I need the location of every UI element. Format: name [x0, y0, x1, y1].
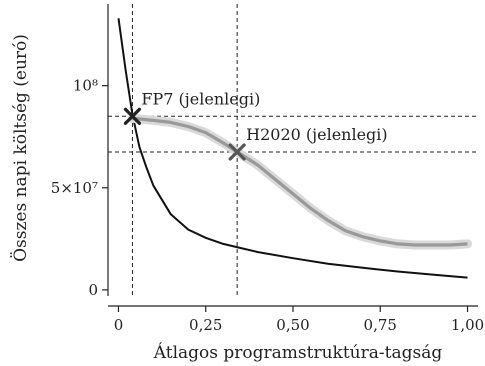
x-marker [123, 107, 142, 125]
series-line-black [117, 18, 468, 279]
x-tick-label: 0,75 [364, 316, 397, 334]
x-marker [228, 143, 246, 161]
y-tick-label: 5×10⁷ [51, 179, 98, 197]
y-tick-label: 0 [88, 281, 98, 299]
series-line-gray [132, 116, 468, 247]
y-tick-label: 10⁸ [73, 77, 98, 95]
y-axis-ticks: 0 5×10⁷ 10⁸ [51, 77, 108, 299]
y-axis-title: Összes napi költség (euró) [10, 34, 31, 262]
x-tick-label: 1,00 [451, 316, 484, 334]
x-axis-title: Átlagos programstruktúra-tagság [153, 342, 443, 363]
plot-frame [107, 4, 478, 307]
x-tick-label: 0 [114, 316, 124, 334]
annotation-label: FP7 (jelenlegi) [141, 89, 260, 108]
x-tick-label: 0,25 [189, 316, 222, 334]
x-tick-label: 0,50 [276, 316, 309, 334]
markers: FP7 (jelenlegi) H2020 (jelenlegi) [123, 89, 388, 161]
reference-lines [108, 4, 478, 296]
annotation-label: H2020 (jelenlegi) [246, 125, 388, 144]
x-axis-ticks: 0 0,25 0,50 0,75 1,00 [114, 306, 484, 334]
series-layer [117, 18, 472, 279]
